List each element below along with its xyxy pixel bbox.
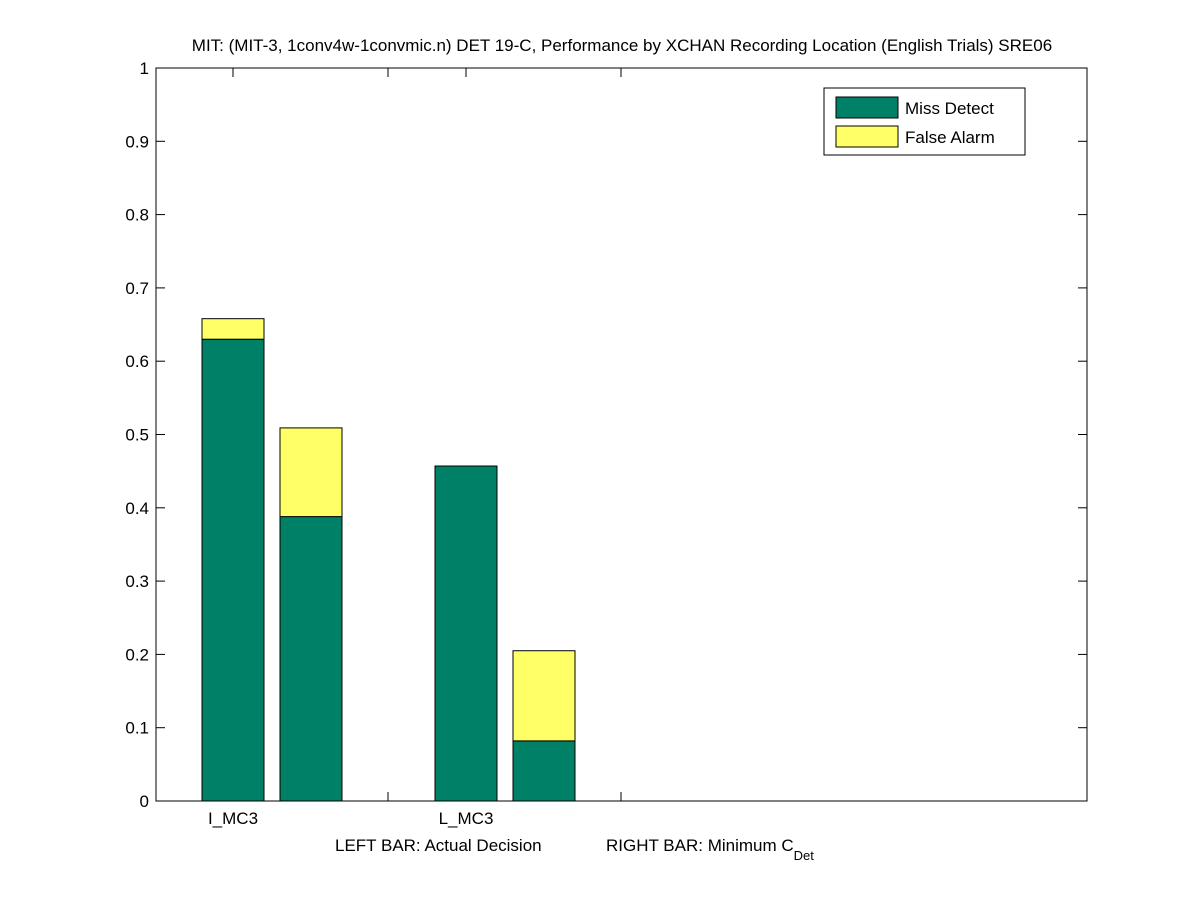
y-tick-label: 0.6 [125,352,149,371]
y-tick-label: 1 [140,59,149,78]
chart-title: MIT: (MIT-3, 1conv4w-1convmic.n) DET 19-… [192,36,1052,55]
y-tick-label: 0 [140,792,149,811]
bar-miss-detect [201,338,265,802]
legend-swatch-false-alarm [835,125,899,148]
y-tick-label: 0.2 [125,645,149,664]
legend-label-false-alarm: False Alarm [905,128,995,147]
y-tick-label: 0.5 [125,426,149,445]
legend-swatch-miss-detect [835,96,899,119]
bar-false-alarm [201,318,265,340]
legend-label-miss-detect: Miss Detect [905,99,994,118]
y-tick-label: 0.9 [125,132,149,151]
x-tick-labels: I_MC3 L_MC3 [208,809,493,828]
y-tick-label: 0.8 [125,206,149,225]
bars [201,318,576,802]
y-tick-label: 0.7 [125,279,149,298]
x-axis-label-left: LEFT BAR: Actual Decision [335,836,542,855]
bar-false-alarm [279,427,343,518]
bar-miss-detect [512,740,576,802]
y-tick-label: 0.1 [125,719,149,738]
x-axis-label-right-main: RIGHT BAR: Minimum C [606,836,794,855]
x-tick-label: L_MC3 [439,809,494,828]
axes-box [155,67,1088,802]
bar-miss-detect [279,516,343,802]
y-tick-label: 0.4 [125,499,149,518]
y-tick-label: 0.3 [125,572,149,591]
bar-miss-detect [434,465,498,802]
x-tick-label: I_MC3 [208,809,258,828]
legend: Miss Detect False Alarm [823,87,1026,156]
x-axis-label-right-subscript: Det [794,848,815,863]
bar-false-alarm [512,650,576,742]
x-axis-label-right: RIGHT BAR: Minimum CDet [606,836,814,863]
y-tick-labels: 0 0.1 0.2 0.3 0.4 0.5 0.6 0.7 0.8 0.9 1 [125,59,149,811]
